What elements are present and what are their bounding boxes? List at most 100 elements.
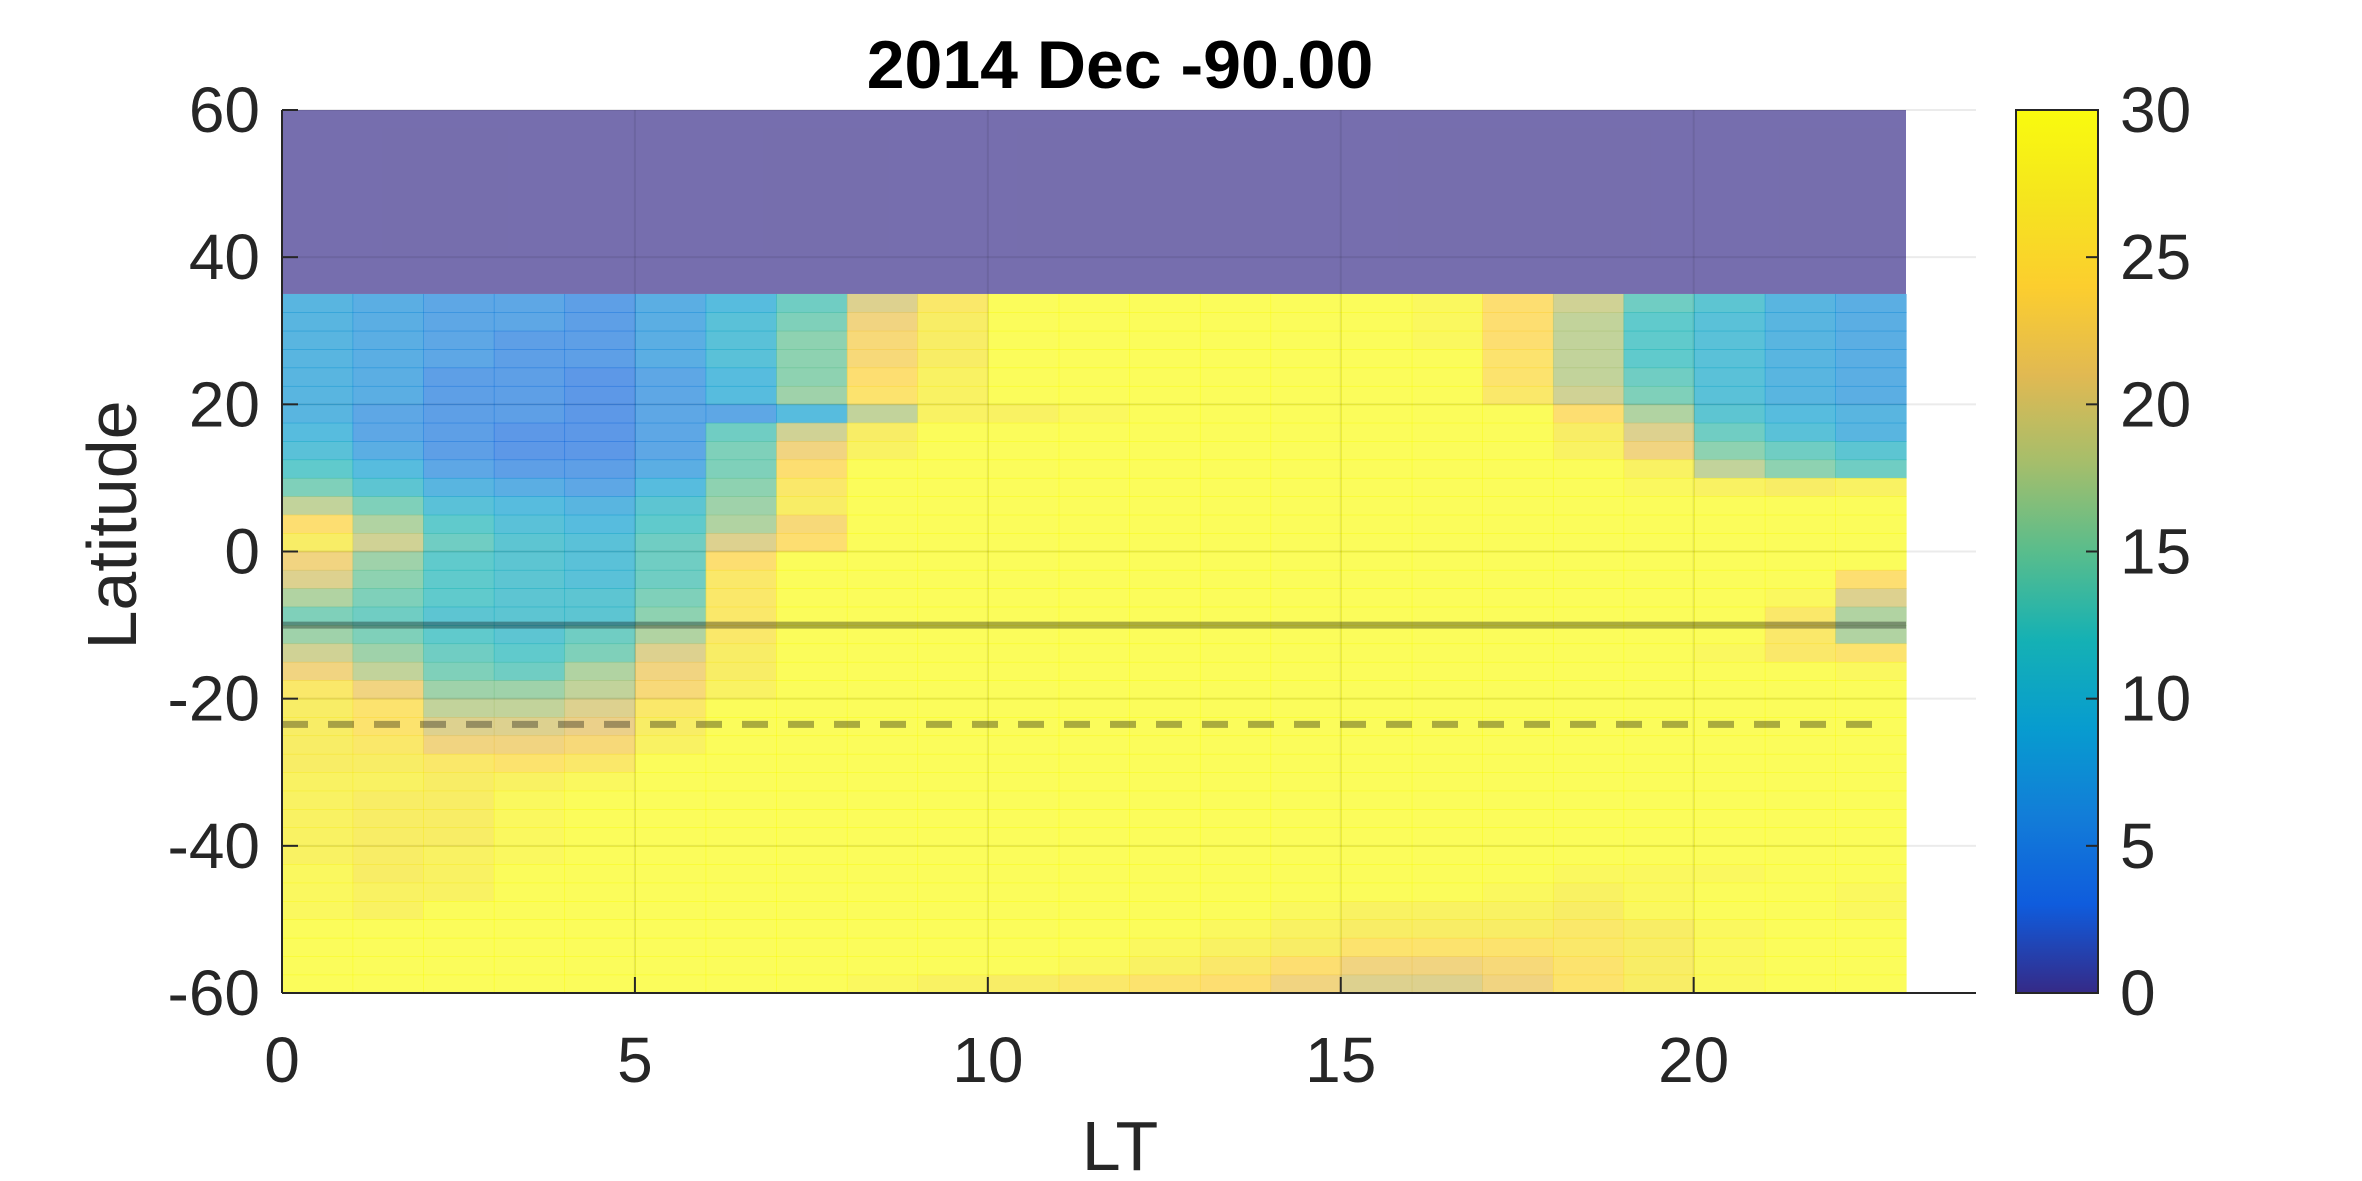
- heatmap-cell: [705, 293, 777, 313]
- heatmap-cell: [564, 827, 636, 847]
- heatmap-cell: [705, 551, 777, 571]
- heatmap-cell: [1199, 937, 1272, 957]
- heatmap-cell: [917, 441, 989, 461]
- heatmap-cell: [1623, 330, 1695, 350]
- heatmap-cell: [1270, 293, 1342, 313]
- heatmap-cell: [423, 937, 495, 957]
- heatmap-cell: [1199, 809, 1272, 829]
- heatmap-cell: [635, 477, 707, 497]
- heatmap-cell: [635, 422, 707, 442]
- colorbar-tick-label: 10: [2120, 663, 2191, 735]
- heatmap-cell: [564, 717, 636, 737]
- heatmap-cell: [1411, 588, 1483, 608]
- heatmap-cell: [1482, 588, 1554, 608]
- heatmap-cell: [1058, 753, 1130, 773]
- heatmap-cell: [1411, 680, 1483, 700]
- heatmap-cell: [1623, 404, 1695, 424]
- heatmap-cell: [282, 937, 354, 957]
- heatmap-cell: [1694, 809, 1766, 829]
- heatmap-cell: [635, 514, 707, 534]
- heatmap-cell: [635, 588, 707, 608]
- heatmap-cell: [1129, 330, 1201, 350]
- heatmap-cell: [1411, 422, 1483, 442]
- heatmap-cell: [846, 588, 919, 608]
- heatmap-cell: [493, 661, 566, 681]
- heatmap-cell: [1552, 477, 1625, 497]
- y-axis-label: Latitude: [73, 400, 151, 649]
- heatmap-cell: [1058, 533, 1130, 553]
- heatmap-cell: [564, 974, 636, 994]
- heatmap-cell: [564, 882, 636, 902]
- heatmap-cell: [1411, 864, 1483, 884]
- heatmap-cell: [493, 827, 566, 847]
- heatmap-cell: [564, 643, 636, 663]
- heatmap-cell: [1270, 422, 1342, 442]
- heatmap-cell: [564, 367, 636, 387]
- heatmap-cell: [988, 753, 1060, 773]
- heatmap-cell: [1835, 404, 1907, 424]
- heatmap-cell: [282, 864, 354, 884]
- heatmap-cell: [1411, 441, 1483, 461]
- heatmap-cell: [1341, 422, 1413, 442]
- heatmap-cell: [705, 422, 777, 442]
- heatmap-cell: [1270, 606, 1342, 626]
- heatmap-cell: [917, 606, 989, 626]
- heatmap-cell: [1341, 937, 1413, 957]
- heatmap-cell: [1623, 349, 1695, 369]
- heatmap-cell: [1270, 680, 1342, 700]
- heatmap-cell: [1270, 698, 1342, 718]
- heatmap-cell: [1270, 588, 1342, 608]
- heatmap-cell: [1764, 330, 1836, 350]
- heatmap-cell: [352, 588, 424, 608]
- heatmap-cell: [1411, 533, 1483, 553]
- heatmap-cell: [635, 606, 707, 626]
- heatmap-cell: [423, 643, 495, 663]
- heatmap-cell: [1764, 459, 1836, 479]
- heatmap-cell: [493, 551, 566, 571]
- heatmap-cell: [1199, 569, 1272, 589]
- heatmap-cell: [846, 735, 919, 755]
- heatmap-cell: [846, 625, 919, 645]
- heatmap-cell: [564, 422, 636, 442]
- heatmap-cell: [564, 330, 636, 350]
- heatmap-cell: [705, 882, 777, 902]
- heatmap-cell: [1341, 293, 1413, 313]
- heatmap-cell: [1129, 551, 1201, 571]
- heatmap-cell: [1270, 625, 1342, 645]
- heatmap-cell: [1199, 772, 1272, 792]
- heatmap-cell: [1411, 643, 1483, 663]
- heatmap-cell: [423, 625, 495, 645]
- heatmap-cell: [635, 735, 707, 755]
- heatmap-cell: [1835, 625, 1907, 645]
- heatmap-cell: [493, 643, 566, 663]
- heatmap-cell: [776, 404, 848, 424]
- heatmap-cell: [705, 477, 777, 497]
- y-tick-label: -40: [168, 810, 261, 882]
- heatmap-cell: [564, 569, 636, 589]
- heatmap-cell: [917, 643, 989, 663]
- heatmap-cell: [776, 349, 848, 369]
- heatmap-cell: [1552, 349, 1625, 369]
- heatmap-cell: [1694, 772, 1766, 792]
- heatmap-cell: [282, 514, 354, 534]
- heatmap-cell: [635, 845, 707, 865]
- heatmap-cell: [493, 367, 566, 387]
- heatmap-cell: [846, 901, 919, 921]
- heatmap-cell: [423, 293, 495, 313]
- heatmap-cell: [423, 367, 495, 387]
- y-tick-label: 60: [189, 74, 260, 146]
- colorbar: [2015, 109, 2099, 994]
- heatmap-cell: [1552, 312, 1625, 332]
- heatmap-cell: [282, 827, 354, 847]
- heatmap-cell: [1058, 404, 1130, 424]
- y-tick-label: -60: [168, 957, 261, 1029]
- heatmap-cell: [635, 864, 707, 884]
- heatmap-cell: [1058, 312, 1130, 332]
- heatmap-cell: [423, 496, 495, 516]
- heatmap-cell: [917, 772, 989, 792]
- heatmap-cell: [776, 680, 848, 700]
- heatmap-cell: [1694, 441, 1766, 461]
- heatmap-cell: [1694, 956, 1766, 976]
- heatmap-cell: [1835, 809, 1907, 829]
- heatmap-cell: [988, 404, 1060, 424]
